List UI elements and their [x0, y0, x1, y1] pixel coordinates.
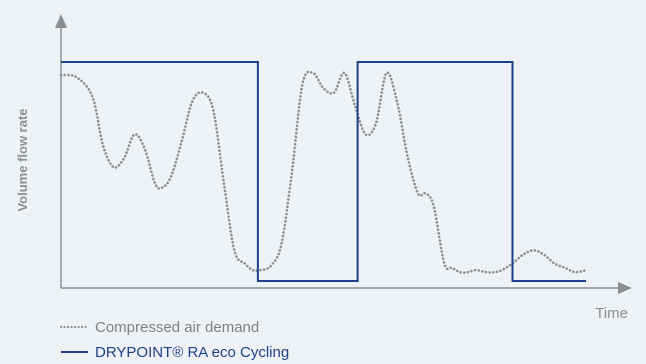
x-axis-arrow	[618, 282, 632, 294]
legend: Compressed air demand DRYPOINT® RA eco C…	[59, 319, 289, 361]
y-axis-label: Volume flow rate	[15, 108, 30, 211]
legend-label-drypoint-ra-eco-cycling: DRYPOINT® RA eco Cycling	[95, 344, 289, 361]
legend-label-compressed-air-demand: Compressed air demand	[95, 319, 259, 336]
y-axis-arrow	[55, 14, 67, 28]
x-axis-label: Time	[595, 305, 628, 322]
series-line-drypoint-ra-eco-cycling	[61, 61, 586, 282]
series-line-compressed-air-demand	[59, 70, 588, 274]
